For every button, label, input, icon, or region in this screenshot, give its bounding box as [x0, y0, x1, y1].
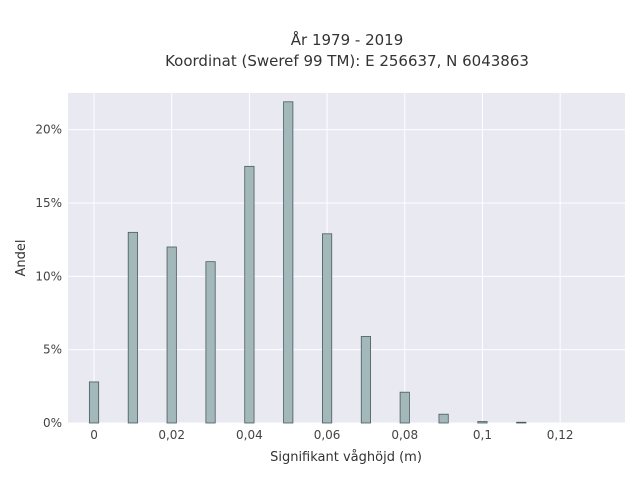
x-tick-label: 0	[90, 428, 98, 442]
y-axis-ticks: 0% 5% 10% 15% 20%	[35, 123, 62, 430]
y-tick-label: 0%	[43, 416, 62, 430]
y-tick-label: 20%	[35, 123, 62, 137]
plot-area	[68, 93, 625, 423]
y-tick-label: 10%	[35, 269, 62, 283]
histogram-bar	[399, 391, 410, 424]
x-tick-label: 0,12	[547, 428, 574, 442]
histogram-bar	[88, 381, 100, 424]
x-tick-label: 0,02	[158, 428, 185, 442]
histogram-bar	[360, 336, 371, 424]
histogram-bar	[205, 261, 216, 424]
gridlines	[68, 93, 625, 424]
histogram-bar	[322, 233, 333, 424]
chart-title: År 1979 - 2019	[291, 30, 404, 49]
x-tick-label: 0,06	[314, 428, 341, 442]
histogram-bar	[516, 421, 527, 424]
bars-group	[88, 101, 527, 424]
y-tick-label: 15%	[35, 196, 62, 210]
x-axis-ticks: 0 0,02 0,04 0,06 0,08 0,1 0,12	[90, 428, 573, 442]
histogram-bar	[283, 101, 294, 424]
histogram-bar	[438, 413, 449, 424]
histogram-bar	[166, 246, 177, 424]
x-tick-label: 0,1	[473, 428, 492, 442]
x-tick-label: 0,04	[236, 428, 263, 442]
chart-subtitle: Koordinat (Sweref 99 TM): E 256637, N 60…	[165, 52, 529, 70]
y-tick-label: 5%	[43, 343, 62, 357]
histogram-bar	[127, 231, 138, 424]
histogram-bar	[477, 421, 488, 424]
x-axis-label: Signifikant våghöjd (m)	[270, 450, 422, 465]
histogram-bar	[244, 165, 255, 424]
y-axis-label: Andel	[14, 240, 29, 277]
x-tick-label: 0,08	[391, 428, 418, 442]
